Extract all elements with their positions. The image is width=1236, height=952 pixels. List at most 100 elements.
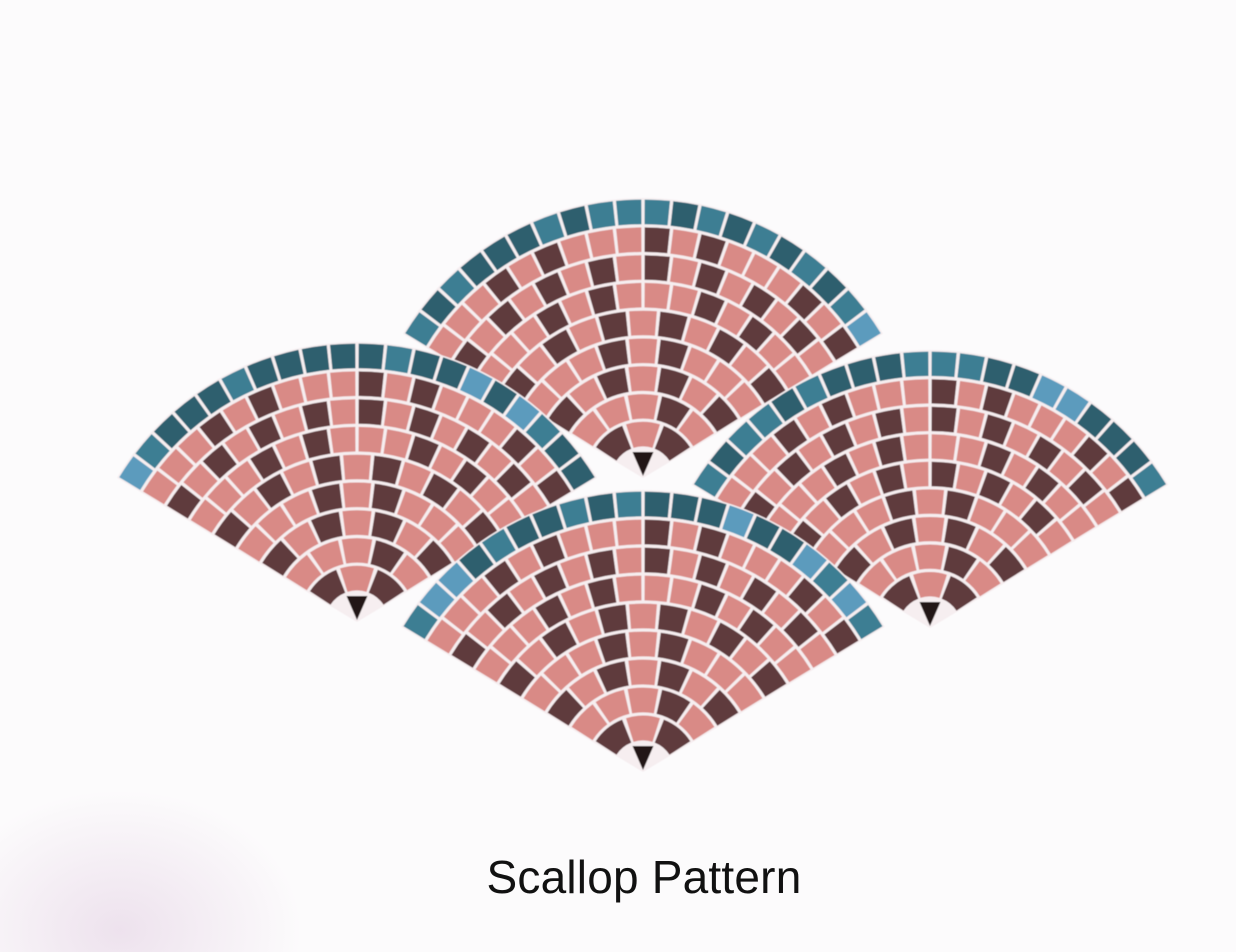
mosaic-tile [475, 648, 510, 683]
mosaic-tile [1025, 467, 1059, 502]
mosaic-tile [941, 576, 977, 611]
mosaic-tile [569, 347, 603, 381]
mosaic-tile [250, 446, 283, 480]
mosaic-tile [274, 406, 306, 438]
mosaic-tile [420, 505, 456, 541]
mosaic-tile [801, 467, 835, 502]
mosaic-tile [183, 463, 218, 498]
mosaic-tile [559, 526, 590, 558]
mosaic-tile [569, 317, 602, 350]
mosaic-tile [537, 470, 571, 505]
mosaic-tile [178, 429, 213, 464]
border-tile [812, 562, 848, 598]
border-tile [405, 312, 440, 346]
mosaic-tile [597, 339, 629, 370]
mosaic-tile [823, 453, 857, 487]
mosaic-tile [523, 675, 559, 712]
mosaic-tile [721, 534, 753, 568]
mosaic-tile [368, 569, 405, 605]
mosaic-tile [670, 521, 699, 550]
mosaic-tile [821, 394, 853, 426]
mosaic-tile [903, 461, 929, 488]
mosaic-tile [587, 257, 617, 286]
mosaic-tile [330, 426, 356, 454]
mosaic-tile [224, 428, 259, 463]
mosaic-tile [694, 262, 726, 294]
mosaic-tile [773, 419, 808, 454]
mosaic-tile [358, 426, 384, 454]
mosaic-tile [341, 538, 373, 564]
mosaic-tile [311, 483, 343, 514]
mosaic-tile [286, 554, 322, 591]
border-tile [811, 270, 847, 305]
mosaic-tile [968, 528, 1004, 563]
mosaic-tile [496, 463, 531, 498]
mosaic-tile [283, 461, 316, 494]
mosaic-tile [536, 302, 569, 336]
mosaic-tile [207, 478, 242, 513]
mosaic-tile [993, 512, 1029, 548]
mosaic-tile [626, 715, 660, 742]
mosaic-tile [776, 648, 811, 683]
border-tile [481, 528, 516, 563]
mosaic-tile [776, 452, 811, 486]
mosaic-tile [463, 577, 498, 613]
mosaic-tile [458, 397, 492, 432]
mosaic-tile [434, 386, 467, 419]
mosaic-tile [669, 257, 699, 286]
mosaic-tile [1044, 485, 1079, 520]
border-tile [221, 367, 254, 401]
border-tile [460, 367, 493, 401]
mosaic-tile [429, 326, 463, 361]
mosaic-tile [788, 577, 823, 613]
border-tile [532, 505, 564, 538]
mosaic-tile [587, 521, 616, 550]
mosaic-tile [719, 564, 752, 598]
mosaic-tile [669, 578, 699, 608]
border-tile [197, 380, 231, 415]
mosaic-tile [884, 518, 916, 549]
border-tile [1008, 365, 1040, 397]
mosaic-tile [397, 491, 431, 525]
mosaic-tile [534, 272, 567, 305]
mosaic-tile [492, 627, 527, 662]
fan-top-center [403, 198, 883, 478]
mosaic-tile [384, 373, 413, 402]
center-wedge [632, 452, 654, 476]
fan-right [691, 349, 1169, 628]
mosaic-tile [751, 661, 787, 697]
mosaic-tile [616, 255, 642, 282]
mosaic-tile [684, 317, 717, 350]
mosaic-tile [615, 519, 642, 546]
border-tile [696, 497, 727, 528]
mosaic-tile [822, 423, 855, 456]
border-tile [1077, 403, 1112, 438]
border-tile [410, 349, 440, 380]
mosaic-tile [487, 593, 522, 628]
mosaic-tile [1005, 423, 1038, 456]
mosaic-tile [719, 272, 752, 305]
mosaic-tile [488, 300, 523, 335]
mosaic-tile [799, 341, 834, 375]
mosaic-tile [509, 577, 544, 612]
mosaic-tile [596, 661, 629, 693]
border-tile [507, 223, 540, 257]
mosaic-tile [262, 540, 298, 576]
mosaic-tile [422, 473, 458, 508]
mosaic-tile [330, 399, 356, 426]
mosaic-tile [883, 546, 917, 579]
mosaic-tile [560, 555, 591, 587]
border-tile [848, 605, 883, 640]
mosaic-tile [856, 528, 892, 563]
border-tile [419, 582, 455, 618]
mosaic-tile [654, 719, 691, 755]
mosaic-tile [408, 406, 440, 438]
mosaic-tile [1001, 484, 1034, 518]
mosaic-tile [302, 429, 331, 459]
mosaic-tile [455, 428, 490, 463]
mosaic-tile [443, 597, 479, 633]
mosaic-tile [883, 576, 919, 611]
mosaic-tile [849, 472, 881, 504]
mosaic-tile [826, 484, 859, 518]
